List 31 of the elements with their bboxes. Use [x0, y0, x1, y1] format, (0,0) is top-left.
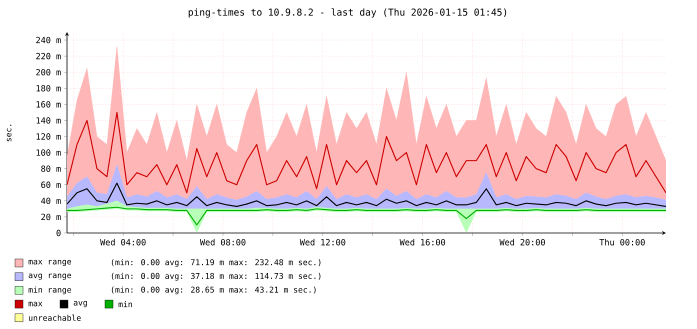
y-tick-label: 80 m [41, 165, 61, 172]
y-tick-label: 240 m [36, 36, 61, 44]
y-tick-label: 20 m [41, 214, 61, 220]
y-tick-label: 140 m [36, 117, 61, 124]
y-tick-label: 180 m [36, 85, 61, 92]
legend-label: min [118, 301, 132, 308]
x-tick-label: Wed 12:00 [300, 238, 346, 246]
x-tick-label: Wed 20:00 [499, 238, 545, 246]
legend-label: avg range [28, 274, 72, 280]
y-tick-label: 40 m [41, 198, 61, 204]
y-tick-label: 200 m [36, 68, 61, 76]
legend-label: min range [28, 286, 72, 294]
y-tick-label: 160 m [36, 101, 61, 108]
chart-title: ping-times to 10.9.8.2 - last day (Thu 2026-01-15 01:45) [188, 8, 506, 18]
y-tick-label: 0 [56, 230, 61, 236]
text: (min: 0.00 avg: 71.19 m max: 232.48 m sec.) [112, 259, 320, 267]
legend-label: unreachable [28, 314, 81, 321]
legend-label: max range [28, 260, 72, 266]
legend-label: max [28, 302, 42, 306]
x-tick-label: Wed 08:00 [200, 238, 246, 246]
x-tick-label: Thu 00:00 [599, 238, 645, 246]
x-tick-label: Wed 16:00 [400, 238, 446, 246]
text: (min: 0.00 avg: 28.65 m max: 43.21 m sec.) [112, 286, 316, 294]
y-tick-label: 120 m [36, 133, 61, 140]
y-tick-label: 60 m [41, 182, 61, 188]
y-axis-title: sec. [6, 124, 12, 142]
text: (min: 0.00 avg: 37.18 m max: 114.73 m sec.) [112, 272, 320, 281]
x-tick-label: Wed 04:00 [100, 238, 146, 246]
y-tick-label: 220 m [36, 52, 61, 60]
y-tick-label: 100 m [36, 149, 61, 156]
legend-label: avg [74, 300, 87, 308]
